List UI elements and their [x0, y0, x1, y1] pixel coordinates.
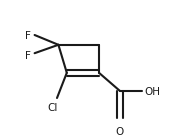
- Text: Cl: Cl: [48, 103, 58, 113]
- Text: O: O: [116, 127, 124, 137]
- Text: F: F: [25, 31, 31, 41]
- Text: OH: OH: [144, 87, 160, 97]
- Text: F: F: [25, 51, 31, 61]
